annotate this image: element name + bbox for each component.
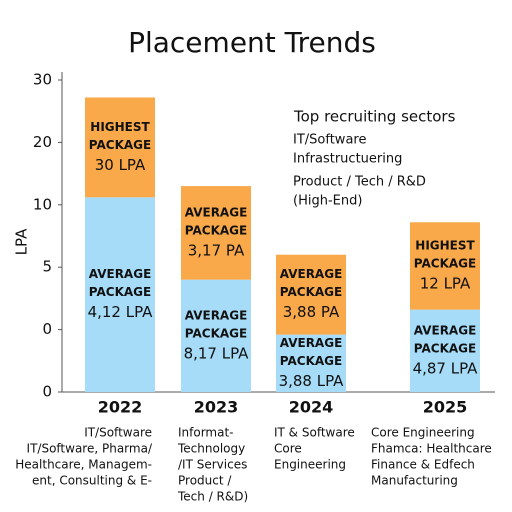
category-note: Core — [274, 442, 302, 456]
y-tick-label: 5 — [42, 258, 52, 276]
segment-label: 30 LPA — [95, 156, 146, 174]
y-tick-label: 0 — [42, 383, 52, 401]
segment-label: PACKAGE — [280, 354, 342, 368]
segment-label: PACKAGE — [89, 138, 151, 152]
segment-label: AVERAGE — [89, 267, 152, 281]
x-tick-label: 2022 — [98, 398, 143, 417]
segment-label: PACKAGE — [185, 326, 247, 340]
segment-label: 3,17 PA — [188, 241, 245, 259]
bar-segment — [181, 186, 251, 280]
segment-label: AVERAGE — [280, 336, 343, 350]
category-note: IT & Software — [274, 426, 355, 440]
annotation-line: (High-End) — [293, 194, 362, 209]
segment-label: PACKAGE — [89, 285, 151, 299]
category-note: Finance & Edfech — [371, 458, 475, 472]
category-note: Healthcare, Managem- — [15, 458, 152, 472]
x-tick-label: 2025 — [423, 398, 468, 417]
chart-title: Placement Trends — [128, 26, 376, 59]
y-tick-label: 10 — [33, 195, 52, 213]
segment-label: PACKAGE — [280, 285, 342, 299]
category-note: Technology — [177, 442, 245, 456]
bar-segment — [276, 254, 346, 335]
annotation-line: IT/Software — [293, 133, 366, 148]
category-note: /IT Services — [178, 458, 247, 472]
category-note: Engineering — [274, 458, 346, 472]
category-note: ent, Consulting & E- — [32, 474, 152, 488]
segment-label: PACKAGE — [414, 256, 476, 270]
segment-label: 12 LPA — [420, 274, 471, 292]
bar-segment — [85, 197, 155, 392]
segment-label: HIGHEST — [90, 120, 150, 134]
x-tick-label: 2023 — [194, 398, 239, 417]
annotation-title: Top recruiting sectors — [293, 108, 456, 126]
bar-segment — [276, 334, 346, 392]
annotation-line: Infrastructuering — [293, 152, 402, 167]
category-note: Core Engineering — [371, 426, 475, 440]
category-note: Informat- — [178, 426, 234, 440]
segment-label: 8,17 LPA — [184, 344, 250, 362]
bar-segment — [410, 309, 480, 392]
category-note: IT/Software — [84, 426, 152, 440]
segment-label: 4,12 LPA — [88, 303, 154, 321]
segment-label: HIGHEST — [415, 238, 475, 252]
bar-segment — [181, 279, 251, 392]
x-tick-label: 2024 — [289, 398, 334, 417]
y-tick-label: 20 — [33, 133, 52, 151]
category-note: Product / — [178, 474, 232, 488]
segment-label: 3,88 PA — [283, 303, 340, 321]
y-tick-label: 0 — [42, 320, 52, 338]
segment-label: AVERAGE — [185, 308, 248, 322]
segment-label: AVERAGE — [280, 267, 343, 281]
bar-segment — [410, 222, 480, 310]
segment-label: 3,88 LPA — [279, 372, 345, 390]
category-note: Fhamca: Healthcare — [371, 442, 492, 456]
segment-label: AVERAGE — [185, 205, 248, 219]
y-tick-label: 30 — [33, 71, 52, 89]
segment-label: 4,87 LPA — [413, 359, 479, 377]
category-note: IT/Software, Pharma/ — [27, 442, 153, 456]
segment-label: PACKAGE — [185, 223, 247, 237]
segment-label: AVERAGE — [414, 323, 477, 337]
segment-label: PACKAGE — [414, 341, 476, 355]
annotation-line: Product / Tech / R&D — [293, 175, 426, 190]
y-axis-label: LPA — [13, 228, 31, 255]
category-note: Manufacturing — [371, 474, 458, 488]
bar-segment — [85, 97, 155, 198]
category-note: Tech / R&D) — [177, 490, 248, 504]
